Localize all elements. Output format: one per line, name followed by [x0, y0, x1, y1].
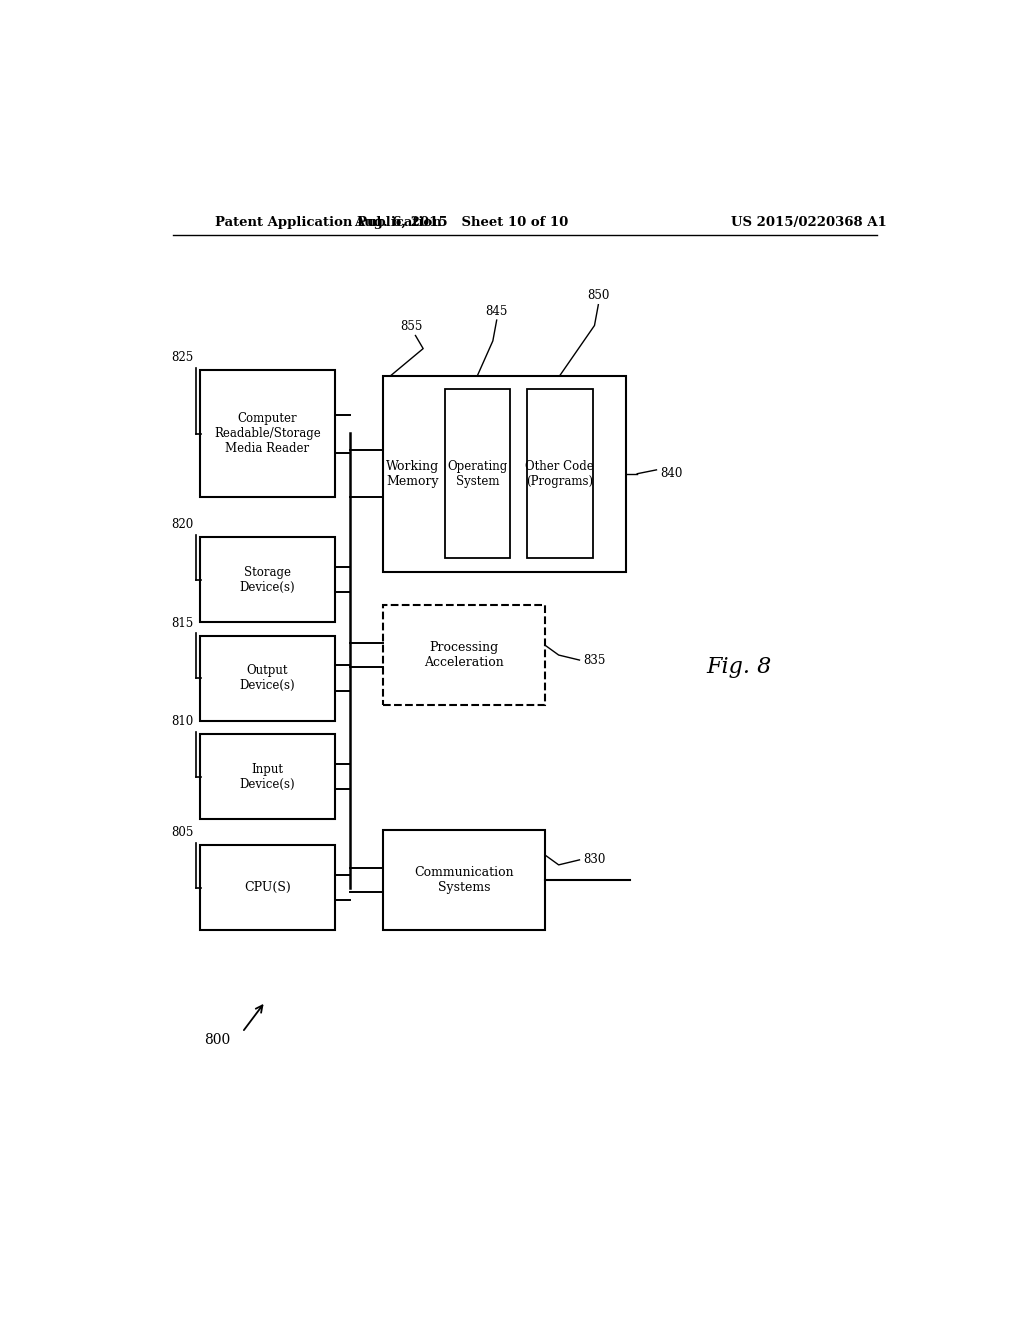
Text: Working
Memory: Working Memory — [386, 459, 439, 487]
Bar — [527, 389, 593, 558]
Bar — [200, 370, 335, 498]
Text: 840: 840 — [660, 467, 683, 480]
Text: Fig. 8: Fig. 8 — [707, 656, 771, 677]
Text: Communication
Systems: Communication Systems — [414, 866, 514, 894]
Text: 820: 820 — [171, 517, 194, 531]
Text: Computer
Readable/Storage
Media Reader: Computer Readable/Storage Media Reader — [214, 412, 321, 455]
Text: 800: 800 — [205, 1034, 230, 1047]
Text: 850: 850 — [587, 289, 609, 302]
Text: Processing
Acceleration: Processing Acceleration — [424, 642, 504, 669]
Text: 835: 835 — [584, 653, 605, 667]
Bar — [200, 636, 335, 721]
Text: 825: 825 — [171, 351, 194, 364]
Bar — [444, 389, 510, 558]
Text: Aug. 6, 2015   Sheet 10 of 10: Aug. 6, 2015 Sheet 10 of 10 — [354, 215, 568, 228]
Text: Input
Device(s): Input Device(s) — [240, 763, 295, 791]
Text: Operating
System: Operating System — [447, 459, 508, 487]
Text: 855: 855 — [400, 321, 423, 333]
Text: Storage
Device(s): Storage Device(s) — [240, 565, 295, 594]
Text: 810: 810 — [171, 715, 194, 729]
Text: Other Code
(Programs): Other Code (Programs) — [525, 459, 594, 487]
Text: Output
Device(s): Output Device(s) — [240, 664, 295, 692]
Bar — [200, 734, 335, 818]
Text: US 2015/0220368 A1: US 2015/0220368 A1 — [731, 215, 887, 228]
Text: Patent Application Publication: Patent Application Publication — [215, 215, 442, 228]
Bar — [383, 830, 545, 929]
Bar — [200, 537, 335, 622]
Text: 815: 815 — [171, 616, 194, 630]
Text: 830: 830 — [584, 853, 605, 866]
Text: 845: 845 — [485, 305, 508, 318]
Bar — [383, 376, 626, 572]
Bar — [383, 605, 545, 705]
Text: CPU(S): CPU(S) — [244, 880, 291, 894]
Bar — [200, 845, 335, 929]
Text: 805: 805 — [171, 826, 194, 840]
